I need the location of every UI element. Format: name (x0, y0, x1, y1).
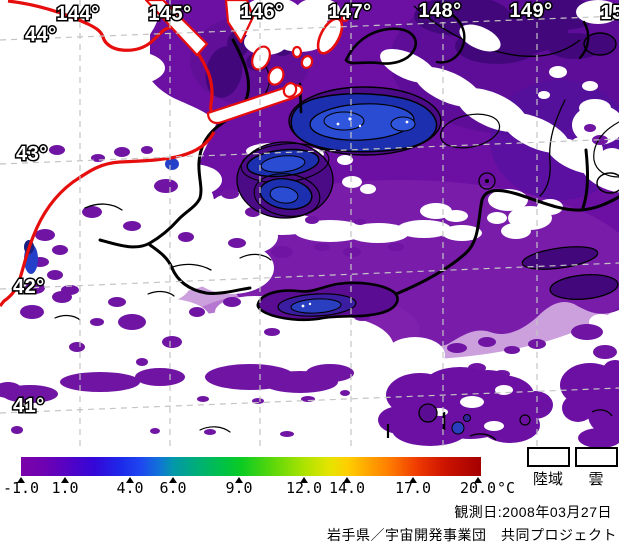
tick-mark (235, 477, 243, 483)
tick-mark (61, 477, 69, 483)
lon-label-144: 144° (56, 3, 99, 25)
tick-mark (126, 477, 134, 483)
temperature-unit-label: °C (497, 479, 516, 497)
tick-label: 1.0 (51, 479, 79, 497)
tick-mark (169, 477, 177, 483)
colorbar-gradient (21, 457, 481, 476)
bottom-right-sea (378, 360, 619, 448)
legend-cloud-swatch (575, 447, 618, 467)
graticule-labels: 144° 145° 146° 147° 148° 149° 15 44° 43°… (12, 0, 619, 419)
lon-label-145: 145° (148, 3, 191, 25)
tick-mark (343, 477, 351, 483)
tick-label: 6.0 (159, 479, 187, 497)
tick-mark (17, 477, 25, 483)
lat-label-41: 41° (13, 395, 45, 417)
lon-label-149: 149° (509, 0, 552, 22)
sea-surface-temperature-map: 144° 145° 146° 147° 148° 149° 15 44° 43°… (0, 0, 619, 450)
tick-label: 17.0 (394, 479, 432, 497)
lat-lon-graticule (0, 0, 619, 450)
lon-label-150: 15 (600, 2, 619, 24)
tick-mark (300, 477, 308, 483)
lat-label-44: 44° (25, 24, 57, 46)
tick-label: -1.0 (2, 479, 40, 497)
lon-label-148: 148° (418, 0, 461, 22)
lat-label-42: 42° (13, 276, 45, 298)
warm-water-cores (24, 86, 442, 322)
legend-land-swatch (527, 447, 570, 467)
tick-mark (474, 477, 482, 483)
legend-land-label: 陸域 (532, 471, 564, 488)
tick-label: 20.0 (459, 479, 497, 497)
coastline (0, 0, 349, 307)
tick-label: 14.0 (328, 479, 366, 497)
observation-date-text: 観測日:2008年03月27日 (454, 504, 612, 520)
tick-label: 12.0 (285, 479, 323, 497)
legend-cloud-label: 雲 (588, 471, 604, 488)
tick-label: 4.0 (116, 479, 144, 497)
tick-mark (409, 477, 417, 483)
tick-label: 9.0 (225, 479, 253, 497)
lon-label-146: 146° (240, 1, 283, 23)
sea-speckles (0, 124, 619, 437)
lat-label-43: 43° (16, 143, 48, 165)
lon-label-147: 147° (328, 1, 371, 23)
project-credit-text: 岩手県／宇宙開発事業団 共同プロジェクト (327, 527, 617, 543)
